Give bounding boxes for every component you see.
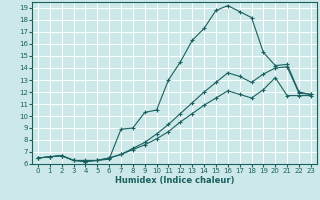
X-axis label: Humidex (Indice chaleur): Humidex (Indice chaleur) bbox=[115, 176, 234, 185]
